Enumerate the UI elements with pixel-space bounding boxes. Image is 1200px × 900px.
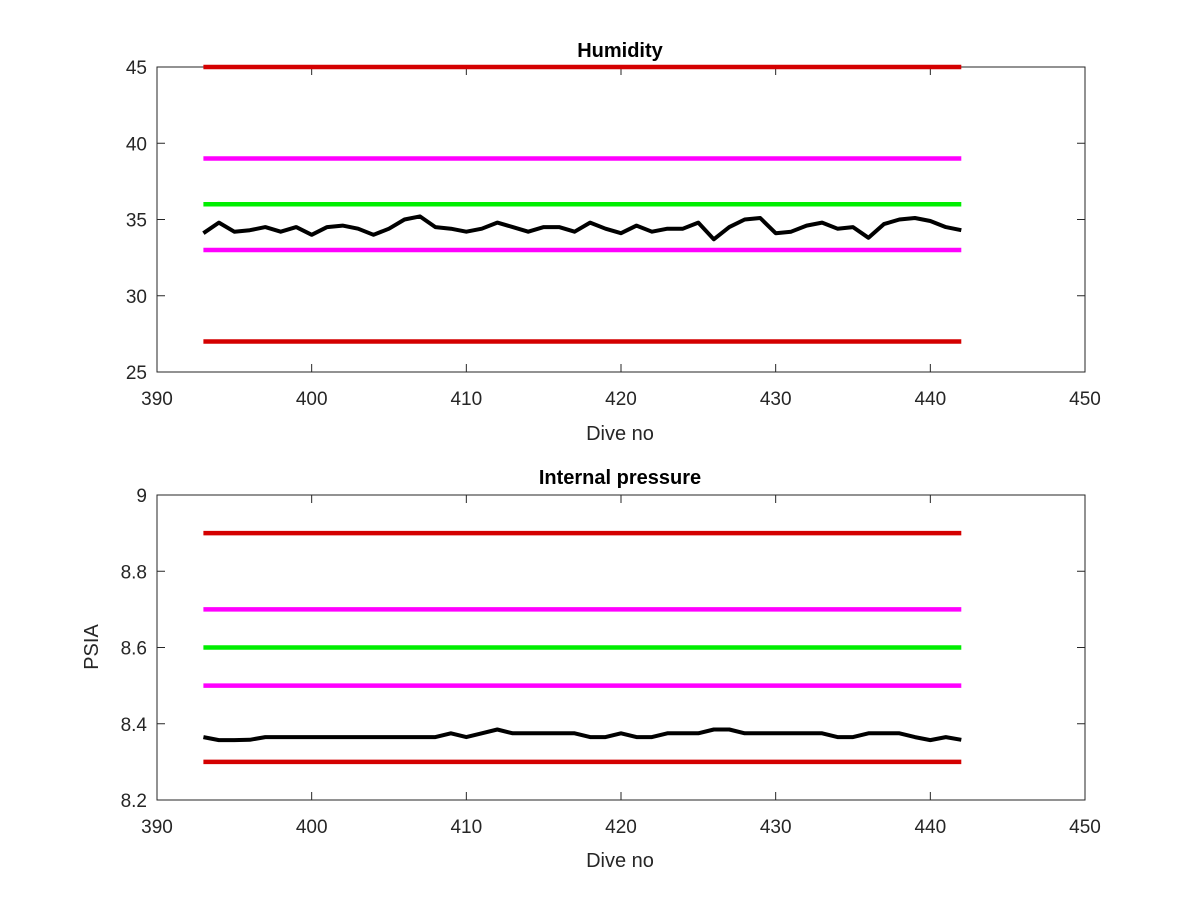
humidity-y-tick-label: 25 — [126, 363, 147, 384]
internal-pressure-chart: Internal pressure Dive no PSIA 390 400 410… — [81, 467, 1101, 872]
humidity-y-tick-label: 40 — [126, 134, 147, 155]
internal-pressure-data-line — [203, 727, 962, 743]
internal-pressure-x-tick-label: 440 — [914, 817, 946, 838]
humidity-x-tick-label: 390 — [141, 389, 173, 410]
internal-pressure-chart-title: Internal pressure — [539, 467, 701, 489]
humidity-x-tick-label: 440 — [914, 389, 946, 410]
internal-pressure-x-tick-label: 420 — [605, 817, 637, 838]
humidity-y-tick-label: 45 — [126, 58, 147, 79]
internal-pressure-x-tick-label: 450 — [1069, 817, 1101, 838]
internal-pressure-x-tick-label: 400 — [296, 817, 328, 838]
humidity-x-tick-label: 410 — [450, 389, 482, 410]
humidity-chart: Humidity Dive no 390 400 410 420 430 440 450 25… — [126, 40, 1101, 445]
internal-pressure-y-tick-label: 8.6 — [121, 639, 147, 660]
internal-pressure-x-tick-label: 410 — [450, 817, 482, 838]
humidity-y-tick-label: 35 — [126, 211, 147, 232]
internal-pressure-x-tick-label: 430 — [760, 817, 792, 838]
humidity-x-tick-label: 400 — [296, 389, 328, 410]
internal-pressure-y-tick-label: 8.2 — [121, 791, 147, 812]
humidity-data-line — [202, 214, 962, 242]
internal-pressure-y-tick-label: 8.4 — [121, 715, 148, 736]
humidity-x-tick-label: 450 — [1069, 389, 1101, 410]
internal-pressure-y-tick-label: 9 — [136, 486, 147, 507]
internal-pressure-x-tick-label: 390 — [141, 817, 173, 838]
humidity-x-axis-label: Dive no — [586, 423, 654, 445]
humidity-x-tick-label: 430 — [760, 389, 792, 410]
internal-pressure-y-axis-label: PSIA — [81, 624, 103, 670]
internal-pressure-y-tick-label: 8.8 — [121, 562, 147, 583]
humidity-chart-title: Humidity — [577, 40, 663, 62]
humidity-x-tick-label: 420 — [605, 389, 637, 410]
humidity-y-tick-label: 30 — [126, 287, 147, 308]
internal-pressure-x-axis-label: Dive no — [586, 850, 654, 872]
